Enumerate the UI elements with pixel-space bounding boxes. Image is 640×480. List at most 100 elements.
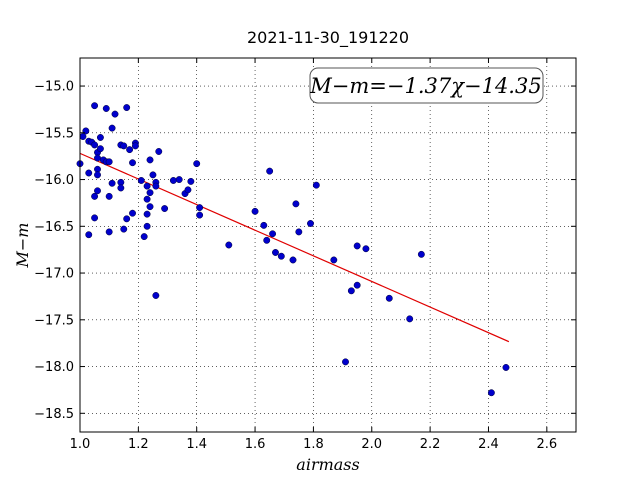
data-point [94, 171, 101, 179]
data-point [146, 156, 154, 164]
data-point [149, 171, 157, 179]
data-point [295, 228, 303, 236]
y-tick-label: −16.0 [34, 173, 74, 188]
data-point [263, 236, 271, 244]
data-point [260, 221, 268, 229]
fit-annotation: M−m=−1.37χ−14.35 [309, 67, 544, 104]
y-tick-label: −15.5 [34, 126, 74, 141]
data-points [76, 102, 510, 397]
chart-title: 2021-11-30_191220 [247, 28, 409, 48]
y-tick-label: −16.5 [34, 220, 74, 235]
data-point [502, 364, 510, 371]
data-point [105, 228, 113, 236]
x-tick-label: 2.2 [420, 437, 441, 452]
y-tick-label: −17.0 [34, 267, 74, 282]
x-tick-label: 1.8 [303, 437, 324, 452]
data-point [129, 159, 136, 167]
data-point [175, 176, 183, 184]
data-point [169, 177, 177, 184]
data-point [307, 220, 314, 227]
data-point [342, 358, 349, 366]
data-point [137, 177, 145, 184]
fit-line-group [79, 152, 510, 343]
data-point [196, 211, 204, 219]
data-point [91, 214, 99, 222]
data-point [108, 179, 116, 187]
data-point [123, 104, 131, 112]
data-point [117, 184, 125, 192]
x-tick-label: 2.0 [361, 437, 382, 452]
data-point [120, 142, 128, 150]
data-point [111, 110, 119, 118]
x-tick-label: 1.0 [70, 437, 91, 452]
data-point [91, 192, 99, 200]
data-point [362, 245, 370, 253]
data-point [292, 200, 300, 208]
data-point [85, 231, 93, 239]
data-point [193, 160, 201, 168]
axis-ticks: 1.0 1.2 1.4 1.6 1.8 2.0 2.2 2.4 2.6 −15.0 −15.5 −16… [34, 58, 576, 452]
data-point [289, 256, 297, 264]
data-point [196, 204, 204, 212]
plot-area [80, 58, 576, 432]
data-point [108, 124, 116, 132]
annotation-box [309, 67, 544, 104]
data-point [347, 287, 355, 295]
data-point [105, 158, 113, 166]
annotation-text: M−m=−1.37χ−14.35 [309, 74, 541, 98]
data-point [102, 105, 110, 112]
data-point [146, 189, 154, 197]
plot-frame [79, 57, 577, 433]
data-point [312, 181, 320, 189]
data-point [269, 230, 277, 238]
data-point [385, 294, 393, 302]
y-tick-label: −18.5 [34, 407, 74, 422]
data-point [487, 389, 495, 397]
data-point [406, 315, 414, 323]
data-point [330, 256, 338, 264]
x-tick-label: 1.2 [128, 437, 149, 452]
data-point [353, 281, 361, 289]
y-tick-label: −17.5 [34, 313, 74, 328]
y-tick-label: −18.0 [34, 360, 74, 375]
y-axis-label: M−m [13, 223, 32, 269]
data-point [184, 186, 192, 194]
data-point [91, 141, 99, 149]
data-point [143, 222, 151, 230]
data-point [123, 215, 131, 223]
data-point [126, 146, 134, 154]
data-point [94, 154, 101, 162]
data-point [143, 210, 151, 218]
data-point [277, 252, 285, 260]
data-point [96, 134, 104, 141]
data-point [143, 182, 151, 190]
data-point [417, 250, 425, 258]
y-tick-label: −15.0 [34, 80, 74, 95]
data-point [251, 207, 259, 215]
x-tick-label: 2.6 [536, 437, 557, 452]
data-point [94, 187, 101, 195]
x-axis-label: airmass [296, 455, 359, 474]
data-point [96, 145, 104, 153]
data-point [225, 241, 233, 249]
data-point [140, 233, 148, 241]
data-point [91, 102, 99, 110]
data-point [152, 292, 160, 299]
data-point [120, 225, 128, 233]
fit-line [79, 152, 510, 343]
data-point [266, 167, 274, 175]
data-point [353, 242, 361, 250]
data-point [131, 142, 139, 150]
data-point [155, 148, 163, 155]
data-point [143, 195, 151, 203]
data-point [161, 205, 169, 212]
data-point [152, 182, 160, 190]
data-point [187, 177, 195, 185]
x-tick-label: 1.6 [245, 437, 266, 452]
data-point [129, 209, 136, 217]
data-point [272, 249, 279, 256]
data-point [105, 192, 113, 200]
x-tick-label: 2.4 [478, 437, 499, 452]
data-point [85, 169, 93, 177]
x-tick-label: 1.4 [186, 437, 207, 452]
